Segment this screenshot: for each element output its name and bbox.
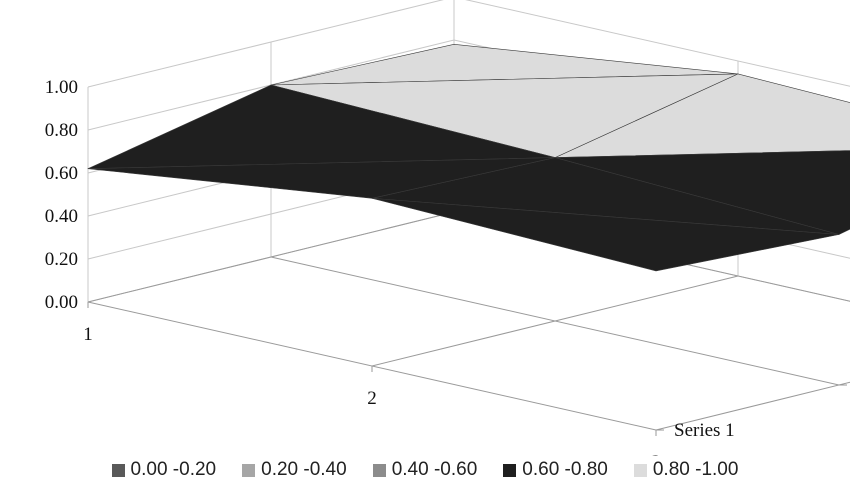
floor-line-series-1 bbox=[270, 256, 840, 386]
legend-swatch bbox=[372, 463, 386, 477]
y-tick-label: 0.60 bbox=[45, 163, 78, 184]
legend-swatch bbox=[242, 463, 256, 477]
surface-plot bbox=[87, 43, 850, 272]
category-label: 3 bbox=[651, 452, 661, 456]
series-label: Series 1 bbox=[674, 420, 735, 441]
surface-chart: 0.00 0.20 0.40 0.60 0.80 1.00 1 2 3 Series 1Ser… bbox=[45, 0, 850, 456]
category-axis: 1 2 3 bbox=[83, 302, 661, 456]
category-label: 1 bbox=[83, 324, 93, 345]
y-tick-label: 0.00 bbox=[45, 292, 78, 313]
floor-line-cat-2 bbox=[655, 381, 850, 431]
y-tick-label: 0.80 bbox=[45, 120, 78, 141]
legend-item: 0.00 -0.20 bbox=[111, 459, 217, 481]
legend-swatch bbox=[111, 463, 125, 477]
y-tick-label: 1.00 bbox=[45, 77, 78, 98]
legend-label: 0.20 -0.40 bbox=[261, 459, 347, 480]
category-label: 2 bbox=[367, 388, 377, 409]
y-tick-label: 0.40 bbox=[45, 206, 78, 227]
y-tick-label: 0.20 bbox=[45, 249, 78, 270]
surface-patch-7 bbox=[371, 198, 840, 272]
legend-swatch bbox=[503, 463, 517, 477]
legend-item: 0.80 -1.00 bbox=[633, 459, 739, 481]
y-axis: 0.00 0.20 0.40 0.60 0.80 1.00 bbox=[45, 77, 78, 313]
legend-label: 0.40 -0.60 bbox=[391, 459, 478, 480]
legend-item: 0.20 -0.40 bbox=[242, 459, 347, 481]
surface-patch-6 bbox=[87, 157, 556, 199]
gridline-5 bbox=[87, 0, 850, 88]
legend-label: 0.00 -0.20 bbox=[130, 459, 217, 480]
legend-swatch bbox=[633, 463, 647, 477]
legend-label: 0.80 -1.00 bbox=[652, 459, 739, 480]
legend-item: 0.60 -0.80 bbox=[503, 459, 608, 481]
legend-item: 0.40 -0.60 bbox=[372, 459, 478, 481]
chart-legend: 0.00 -0.20 0.20 -0.40 0.40 -0.60 0.60 -0.80… bbox=[0, 456, 850, 484]
legend-label: 0.60 -0.80 bbox=[522, 459, 608, 480]
